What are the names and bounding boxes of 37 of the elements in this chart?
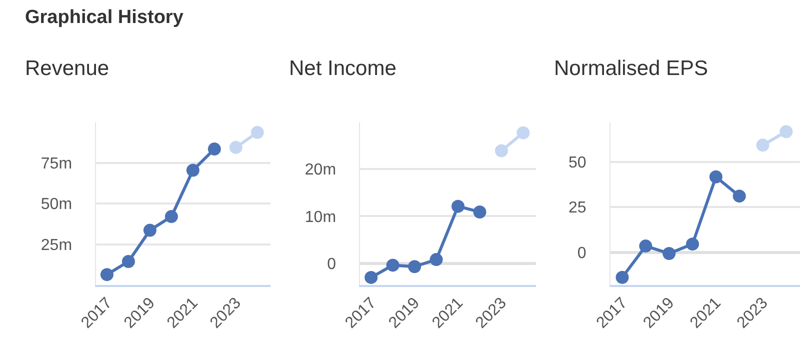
chart-title: Normalised EPS — [554, 57, 708, 80]
point — [662, 246, 676, 260]
point — [143, 224, 156, 237]
point — [186, 164, 200, 177]
point — [100, 268, 114, 282]
point — [616, 270, 629, 284]
y-tick-label: 20m — [304, 162, 336, 179]
point — [229, 140, 242, 154]
point — [250, 126, 264, 139]
point — [494, 144, 508, 158]
point — [364, 270, 378, 284]
point — [709, 170, 722, 184]
chart-title: Revenue — [25, 57, 110, 80]
point — [780, 125, 793, 138]
y-tick-label: 50 — [568, 154, 586, 172]
point — [386, 258, 400, 272]
point — [756, 138, 770, 152]
y-tick-label: 75m — [40, 155, 72, 172]
point — [408, 260, 422, 274]
point — [430, 253, 443, 266]
text: Graphical History — [25, 7, 184, 28]
y-tick-label: 25m — [40, 236, 72, 254]
y-tick-label: 0 — [577, 245, 586, 262]
y-tick-label: 10m — [304, 208, 336, 226]
point — [473, 205, 486, 218]
point — [208, 142, 221, 156]
point — [452, 200, 464, 213]
point — [686, 238, 699, 251]
point — [639, 240, 652, 253]
point — [732, 190, 746, 203]
point — [516, 126, 530, 140]
y-tick-label: 25 — [568, 200, 586, 217]
point — [122, 255, 135, 268]
y-tick-label: 50m — [40, 196, 72, 214]
chart-title: Net Income — [289, 57, 396, 80]
y-tick-label: 0 — [327, 256, 336, 273]
point — [164, 210, 178, 224]
